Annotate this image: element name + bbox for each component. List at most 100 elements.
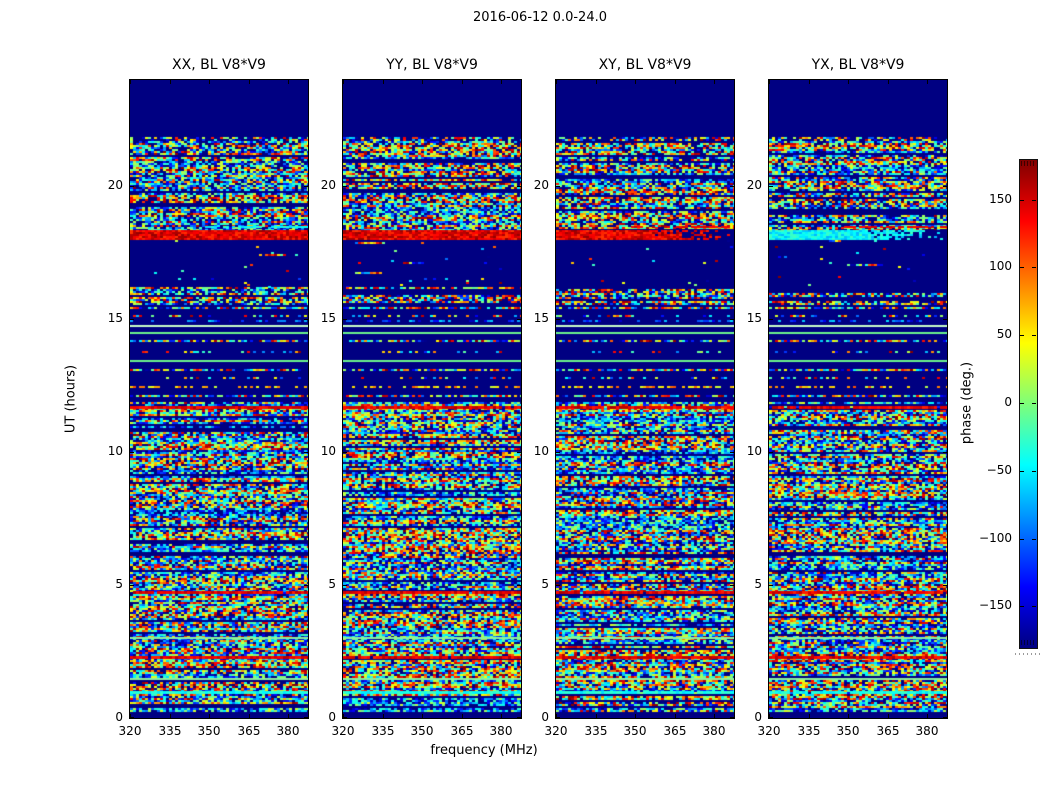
tick-left bbox=[556, 186, 560, 187]
colorbar-tick-left bbox=[1020, 539, 1024, 540]
y-tick-label: 5 bbox=[754, 577, 762, 591]
colorbar-tick-right bbox=[1032, 335, 1036, 336]
tick-left bbox=[343, 585, 347, 586]
tick-right bbox=[730, 717, 734, 718]
tick-left bbox=[556, 319, 560, 320]
tick-right bbox=[517, 452, 521, 453]
colorbar-tick-left bbox=[1020, 403, 1024, 404]
y-tick-label: 20 bbox=[320, 178, 336, 192]
colorbar-tick-label: −100 bbox=[979, 531, 1012, 545]
tick-bottom bbox=[675, 714, 676, 718]
tick-top bbox=[848, 80, 849, 84]
tick-left bbox=[769, 452, 773, 453]
x-tick-label: 365 bbox=[450, 724, 474, 738]
tick-top bbox=[288, 80, 289, 84]
tick-bottom bbox=[809, 714, 810, 718]
tick-right bbox=[943, 452, 947, 453]
colorbar-tick-left bbox=[1020, 200, 1024, 201]
tick-bottom bbox=[714, 714, 715, 718]
x-tick-label: 380 bbox=[489, 724, 513, 738]
panel-title-XY: XY, BL V8*V9 bbox=[598, 57, 692, 73]
x-tick-label: 380 bbox=[276, 724, 300, 738]
x-tick-label: 350 bbox=[197, 724, 221, 738]
colorbar-tick-right bbox=[1032, 200, 1036, 201]
y-tick-label: 10 bbox=[533, 444, 549, 458]
x-tick-label: 350 bbox=[410, 724, 434, 738]
y-tick-label: 10 bbox=[320, 444, 336, 458]
tick-bottom bbox=[635, 714, 636, 718]
tick-bottom bbox=[170, 714, 171, 718]
tick-top bbox=[209, 80, 210, 84]
tick-right bbox=[517, 585, 521, 586]
tick-top bbox=[501, 80, 502, 84]
heatmap-canvas-YY bbox=[343, 80, 521, 718]
x-tick-label: 365 bbox=[663, 724, 687, 738]
tick-top bbox=[596, 80, 597, 84]
panel-title-YX: YX, BL V8*V9 bbox=[811, 57, 905, 73]
tick-left bbox=[130, 585, 134, 586]
heatmap-canvas-XX bbox=[130, 80, 308, 718]
tick-right bbox=[517, 319, 521, 320]
y-tick-label: 15 bbox=[533, 311, 549, 325]
tick-right bbox=[304, 452, 308, 453]
tick-right bbox=[304, 186, 308, 187]
tick-bottom bbox=[769, 714, 770, 718]
tick-right bbox=[943, 717, 947, 718]
x-tick-label: 350 bbox=[836, 724, 860, 738]
panel-YX: YX, BL V8*V9 320 335 350 365 380 0 5 10 15 20 bbox=[747, 57, 948, 738]
x-tick-label: 335 bbox=[584, 724, 608, 738]
y-tick-label: 0 bbox=[541, 710, 549, 724]
tick-bottom bbox=[288, 714, 289, 718]
tick-right bbox=[304, 585, 308, 586]
tick-left bbox=[130, 452, 134, 453]
x-tick-label: 335 bbox=[797, 724, 821, 738]
colorbar-label: phase (deg.) bbox=[959, 361, 975, 445]
tick-left bbox=[769, 319, 773, 320]
tick-right bbox=[517, 717, 521, 718]
tick-left bbox=[556, 717, 560, 718]
tick-top bbox=[422, 80, 423, 84]
tick-bottom bbox=[130, 714, 131, 718]
tick-top bbox=[130, 80, 131, 84]
x-tick-label: 380 bbox=[915, 724, 939, 738]
y-tick-label: 0 bbox=[754, 710, 762, 724]
y-tick-label: 20 bbox=[533, 178, 549, 192]
colorbar-tick-label: −150 bbox=[979, 598, 1012, 612]
tick-bottom bbox=[343, 714, 344, 718]
tick-top bbox=[635, 80, 636, 84]
figure-title: 2016-06-12 0.0-24.0 bbox=[473, 10, 607, 25]
tick-left bbox=[769, 585, 773, 586]
tick-right bbox=[730, 585, 734, 586]
tick-top bbox=[343, 80, 344, 84]
tick-left bbox=[343, 186, 347, 187]
tick-bottom bbox=[556, 714, 557, 718]
colorbar-tick-left bbox=[1020, 471, 1024, 472]
tick-left bbox=[343, 319, 347, 320]
tick-top bbox=[383, 80, 384, 84]
y-tick-label: 0 bbox=[328, 710, 336, 724]
colorbar-tick-left bbox=[1020, 606, 1024, 607]
tick-right bbox=[943, 186, 947, 187]
tick-left bbox=[130, 319, 134, 320]
tick-right bbox=[730, 186, 734, 187]
tick-right bbox=[730, 319, 734, 320]
colorbar-tick-right bbox=[1032, 539, 1036, 540]
colorbar-tick-label: −50 bbox=[986, 463, 1012, 477]
panel-YY: YY, BL V8*V9 320 335 350 365 380 0 5 10 15 20 bbox=[321, 57, 522, 738]
colorbar-tick-right bbox=[1032, 606, 1036, 607]
tick-right bbox=[943, 585, 947, 586]
tick-left bbox=[769, 717, 773, 718]
colorbar-top-hash bbox=[1021, 161, 1036, 166]
colorbar-tick-right bbox=[1032, 471, 1036, 472]
tick-bottom bbox=[209, 714, 210, 718]
tick-top bbox=[809, 80, 810, 84]
tick-bottom bbox=[462, 714, 463, 718]
colorbar-tick-label: 100 bbox=[989, 259, 1012, 273]
tick-top bbox=[556, 80, 557, 84]
y-tick-label: 15 bbox=[107, 311, 123, 325]
tick-right bbox=[943, 319, 947, 320]
tick-top bbox=[769, 80, 770, 84]
panel-title-YY: YY, BL V8*V9 bbox=[386, 57, 478, 73]
y-tick-label: 10 bbox=[746, 444, 762, 458]
